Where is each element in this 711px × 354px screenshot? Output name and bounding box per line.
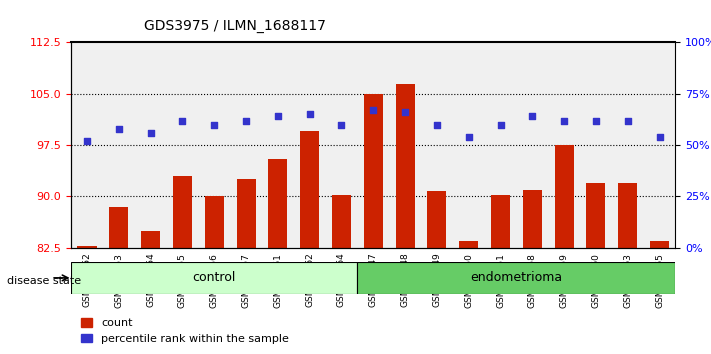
Point: [590, 118, 602, 123]
Point: [81, 138, 92, 144]
Bar: [523, 190, 542, 248]
Point: [495, 122, 506, 127]
Point: [336, 122, 347, 127]
Point: [177, 118, 188, 123]
Bar: [555, 145, 574, 248]
Text: control: control: [193, 272, 236, 284]
Bar: [141, 231, 160, 248]
FancyBboxPatch shape: [358, 262, 675, 294]
FancyBboxPatch shape: [71, 262, 358, 294]
Point: [527, 114, 538, 119]
Point: [654, 134, 665, 140]
Bar: [173, 176, 192, 248]
Bar: [427, 191, 447, 248]
Bar: [237, 179, 255, 248]
Point: [240, 118, 252, 123]
Bar: [459, 241, 479, 248]
Text: endometrioma: endometrioma: [471, 272, 562, 284]
Point: [304, 112, 316, 117]
Point: [463, 134, 474, 140]
Legend: count, percentile rank within the sample: count, percentile rank within the sample: [77, 314, 294, 348]
Point: [145, 130, 156, 136]
Bar: [332, 195, 351, 248]
Bar: [77, 246, 97, 248]
Point: [558, 118, 570, 123]
Point: [208, 122, 220, 127]
Point: [431, 122, 442, 127]
Bar: [618, 183, 637, 248]
Point: [368, 107, 379, 113]
Point: [113, 126, 124, 132]
Point: [400, 109, 411, 115]
Text: disease state: disease state: [7, 276, 81, 286]
Point: [272, 114, 284, 119]
Bar: [300, 131, 319, 248]
Bar: [205, 196, 224, 248]
Bar: [587, 183, 606, 248]
Bar: [395, 84, 415, 248]
Bar: [650, 241, 669, 248]
Bar: [109, 207, 129, 248]
Point: [622, 118, 634, 123]
Bar: [364, 94, 383, 248]
Bar: [491, 195, 510, 248]
Text: GDS3975 / ILMN_1688117: GDS3975 / ILMN_1688117: [144, 19, 326, 33]
Bar: [268, 159, 287, 248]
